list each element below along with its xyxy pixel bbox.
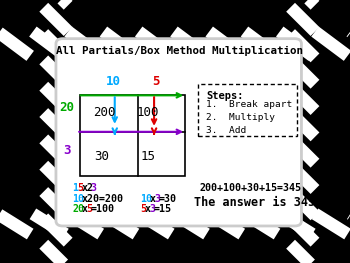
Text: 10: 10 — [72, 194, 84, 204]
Text: 200+100+30+15=345: 200+100+30+15=345 — [200, 183, 302, 193]
Text: 2.  Multiply: 2. Multiply — [206, 113, 275, 122]
Text: 5: 5 — [77, 183, 83, 193]
Text: 3: 3 — [154, 194, 160, 204]
Text: =30: =30 — [159, 194, 177, 204]
Text: 15: 15 — [141, 150, 156, 163]
Text: 3: 3 — [149, 204, 155, 214]
Text: x20=200: x20=200 — [82, 194, 124, 204]
Text: x: x — [82, 204, 88, 214]
FancyBboxPatch shape — [198, 84, 298, 136]
Text: x2: x2 — [82, 183, 93, 193]
Text: 5: 5 — [153, 75, 160, 88]
Text: =100: =100 — [91, 204, 115, 214]
Text: 100: 100 — [137, 106, 160, 119]
Text: 10: 10 — [105, 75, 120, 88]
Text: x: x — [145, 204, 151, 214]
Text: 5: 5 — [140, 204, 146, 214]
Text: 30: 30 — [94, 150, 110, 163]
Text: 5: 5 — [86, 204, 92, 214]
Text: 1.  Break apart: 1. Break apart — [206, 100, 293, 109]
Text: Steps:: Steps: — [206, 91, 244, 101]
Text: 200: 200 — [93, 106, 115, 119]
Text: 1: 1 — [72, 183, 78, 193]
Text: x: x — [149, 194, 155, 204]
Text: =15: =15 — [154, 204, 172, 214]
FancyBboxPatch shape — [56, 39, 301, 226]
Text: The answer is 345.: The answer is 345. — [194, 196, 323, 209]
Text: All Partials/Box Method Multiplication: All Partials/Box Method Multiplication — [56, 46, 303, 56]
Text: 20: 20 — [59, 101, 74, 114]
Text: 20: 20 — [72, 204, 84, 214]
Text: 3.  Add: 3. Add — [206, 125, 247, 135]
Text: 3: 3 — [91, 183, 97, 193]
Text: 3: 3 — [63, 144, 71, 156]
Bar — [80, 95, 185, 176]
Text: 10: 10 — [140, 194, 152, 204]
